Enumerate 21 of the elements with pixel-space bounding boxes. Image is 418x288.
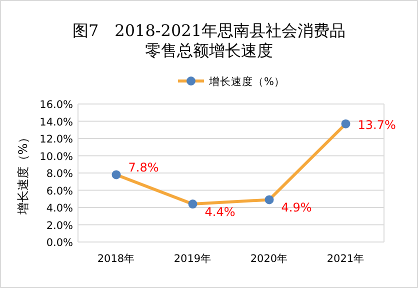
x-tick-label: 2020年 — [250, 253, 288, 265]
chart-title: 图7 2018-2021年思南县社会消费品零售总额增长速度 — [72, 21, 346, 60]
y-tick-label: 2.0% — [46, 220, 74, 232]
data-label: 7.8% — [128, 160, 159, 175]
legend: 增长速度（%） — [178, 76, 285, 88]
legend-label: 增长速度（%） — [208, 75, 285, 88]
y-tick-label: 8.0% — [46, 168, 74, 180]
y-tick-label: 16.0% — [40, 99, 74, 111]
y-tick-label: 0.0% — [46, 237, 74, 249]
x-tick-label: 2018年 — [97, 253, 136, 265]
x-tick-label: 2021年 — [326, 253, 365, 265]
y-tick-label: 6.0% — [46, 185, 74, 198]
data-label: 13.7% — [358, 118, 396, 132]
y-tick-label: 14.0% — [40, 116, 74, 128]
y-tick-label: 12.0% — [40, 134, 74, 146]
data-label: 4.4% — [204, 205, 236, 220]
x-tick-label: 2019年 — [174, 253, 212, 265]
y-tick-label: 4.0% — [46, 202, 74, 214]
data-label: 4.9% — [281, 200, 312, 215]
y-tick-label: 10.0% — [40, 150, 74, 163]
y-axis-title: 增长速度（%） — [16, 131, 30, 216]
